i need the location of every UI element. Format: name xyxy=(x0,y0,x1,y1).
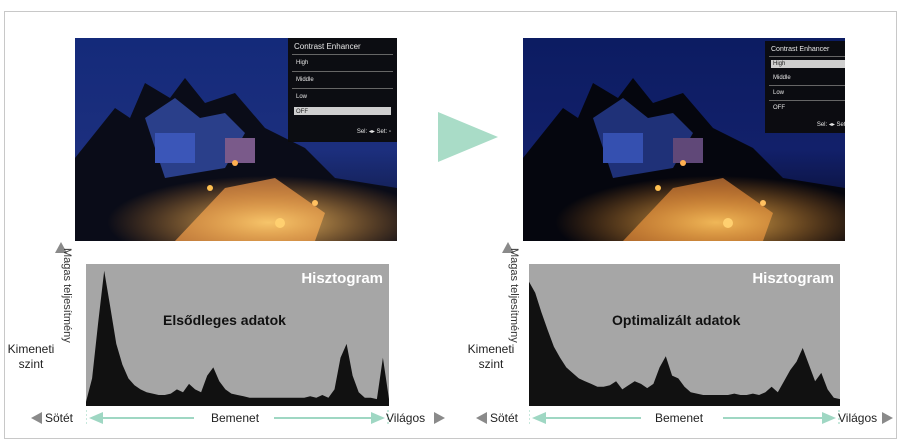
menu-item-off[interactable]: OFF xyxy=(773,105,785,111)
menu-item-middle[interactable]: Middle xyxy=(296,77,314,83)
menu-item-off[interactable]: OFF xyxy=(296,109,308,115)
input-axis-arrow xyxy=(529,410,840,426)
histogram-chart xyxy=(86,270,389,406)
histogram-area xyxy=(529,281,840,406)
input-arrow-left-head xyxy=(89,412,103,424)
menu-divider xyxy=(292,88,393,89)
light-label: Világos xyxy=(838,411,878,425)
light-label: Világos xyxy=(386,411,426,425)
contrast-enhancer-menu: Contrast Enhancer High Middle Low OFF Se… xyxy=(288,38,397,142)
menu-item-high[interactable]: High xyxy=(296,60,309,66)
histogram-title: Hisztogram xyxy=(301,270,383,287)
input-arrow-right-head xyxy=(822,412,836,424)
menu-item-low[interactable]: Low xyxy=(296,94,308,100)
menu-divider xyxy=(769,100,845,101)
performance-label: Magas teljesítmény xyxy=(508,248,520,343)
right-arrow-icon xyxy=(434,412,445,424)
menu-item-low[interactable]: Low xyxy=(773,90,785,96)
menu-footer: Sel: ◂▸ Set: ▫ xyxy=(816,122,845,128)
histogram-chart xyxy=(529,281,840,406)
figure-frame xyxy=(4,11,897,439)
input-label: Bemenet xyxy=(211,411,260,425)
menu-divider xyxy=(769,56,845,57)
histogram-caption: Optimalizált adatok xyxy=(612,312,741,328)
night-house-photo xyxy=(75,38,397,241)
contrast-enhancer-menu: Contrast Enhancer High Middle Low OFF Se… xyxy=(765,41,845,133)
menu-item-high[interactable]: High xyxy=(773,61,786,67)
menu-title: Contrast Enhancer xyxy=(771,46,830,53)
histogram-caption: Elsődleges adatok xyxy=(163,312,286,328)
menu-footer: Sel: ◂▸ Set: ▫ xyxy=(356,129,391,135)
input-label: Bemenet xyxy=(655,411,704,425)
menu-selection-highlight xyxy=(771,60,845,68)
input-arrow-left-head xyxy=(532,412,546,424)
histogram-area xyxy=(86,270,389,406)
menu-title: Contrast Enhancer xyxy=(294,42,361,51)
output-level-label: Kimeneti szint xyxy=(7,342,55,371)
input-arrow-right-head xyxy=(371,412,385,424)
dark-label: Sötét xyxy=(490,411,519,425)
up-arrow-icon xyxy=(502,242,514,253)
up-arrow-icon xyxy=(55,242,67,253)
dark-label: Sötét xyxy=(45,411,74,425)
transition-arrow-icon xyxy=(438,112,498,162)
histogram-title: Hisztogram xyxy=(752,270,834,287)
photo-optimized: Contrast Enhancer High Middle Low OFF Se… xyxy=(523,38,845,241)
histogram-original: Hisztogram Elsődleges adatok xyxy=(86,264,389,406)
menu-item-middle[interactable]: Middle xyxy=(773,75,791,81)
photo-original: Contrast Enhancer High Middle Low OFF Se… xyxy=(75,38,397,241)
input-axis-arrow xyxy=(86,410,389,426)
menu-divider xyxy=(292,54,393,55)
output-level-label: Kimeneti szint xyxy=(467,342,515,371)
transition-arrow-shape xyxy=(438,112,498,162)
histogram-optimized: Hisztogram Optimalizált adatok xyxy=(529,264,840,406)
performance-label: Magas teljesítmény xyxy=(61,248,73,343)
menu-selection-highlight xyxy=(294,107,391,115)
left-arrow-icon xyxy=(476,412,487,424)
menu-divider xyxy=(769,85,845,86)
menu-divider xyxy=(292,71,393,72)
right-arrow-icon xyxy=(882,412,893,424)
left-arrow-icon xyxy=(31,412,42,424)
